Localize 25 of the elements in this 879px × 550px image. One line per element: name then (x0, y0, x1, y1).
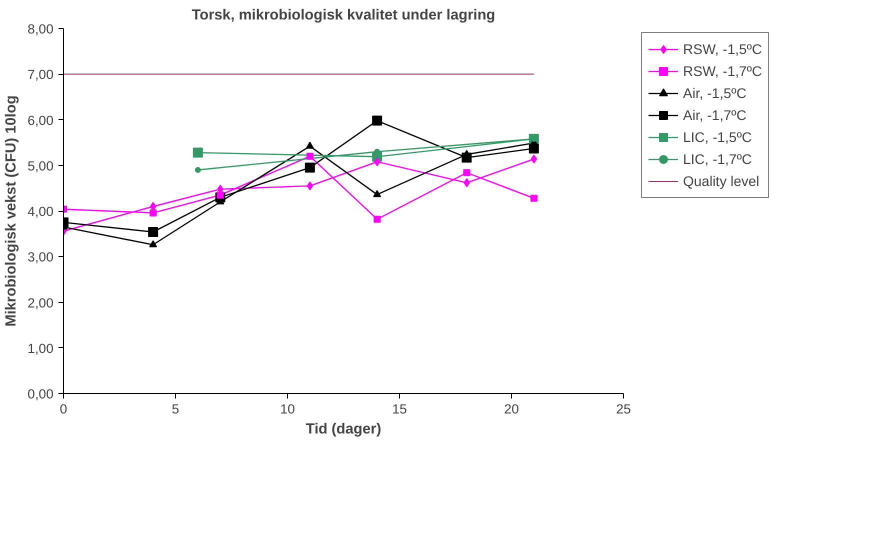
y-tick-label: 1,00 (28, 340, 54, 356)
chart-title: Torsk, mikrobiologisk kvalitet under lagring (192, 8, 496, 24)
legend-label: RSW, -1,7ºC (683, 63, 762, 79)
x-tick-label: 15 (392, 402, 407, 416)
x-axis-title: Tid (dager) (306, 422, 382, 438)
x-tick-label: 20 (504, 402, 519, 416)
legend-label: Air, -1,7ºC (683, 107, 746, 123)
legend-label: Air, -1,5ºC (683, 85, 746, 101)
legend-label: LIC, -1,5ºC (683, 129, 752, 145)
legend-label: RSW, -1,5ºC (683, 41, 762, 57)
x-tick-label: 0 (60, 402, 68, 416)
y-tick-label: 8,00 (28, 22, 54, 36)
y-tick-label: 4,00 (28, 204, 54, 219)
x-tick-label: 25 (616, 402, 631, 416)
y-tick-label: 5,00 (28, 158, 54, 174)
legend-label: LIC, -1,7ºC (683, 151, 752, 167)
y-tick-label: 6,00 (28, 112, 54, 128)
legend-label: Quality level (683, 173, 760, 189)
y-tick-label: 7,00 (28, 67, 54, 82)
y-tick-label: 2,00 (28, 295, 54, 310)
y-axis-title: Mikrobiologisk vekst (CFU) 10log (4, 95, 20, 327)
y-tick-label: 3,00 (28, 250, 54, 265)
y-tick-label: 0,00 (28, 386, 54, 402)
x-tick-label: 5 (172, 402, 180, 416)
x-tick-label: 10 (280, 402, 295, 416)
